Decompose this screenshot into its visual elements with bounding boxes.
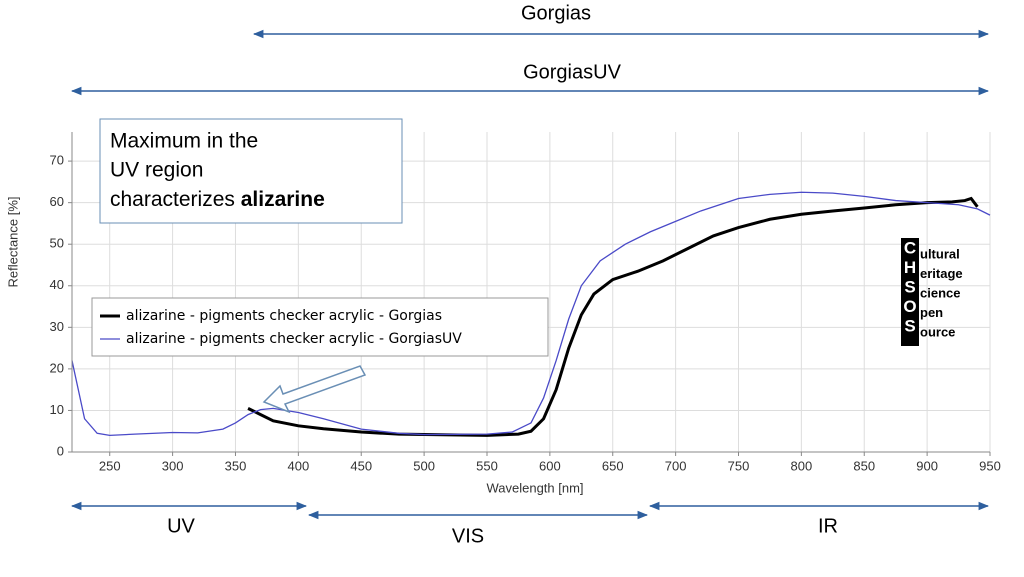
range-label: GorgiasUV — [523, 61, 621, 83]
callout-emphasis: alizarine — [241, 188, 325, 211]
y-axis-label: Reflectance [%] — [5, 196, 20, 287]
logo-word: ultural — [920, 246, 960, 261]
logo-letter: O — [903, 297, 916, 316]
x-tick-label: 800 — [791, 458, 813, 473]
x-tick-label: 250 — [99, 458, 121, 473]
range-label: IR — [818, 515, 838, 537]
x-tick-label: 400 — [288, 458, 310, 473]
x-tick-label: 950 — [979, 458, 1001, 473]
x-tick-label: 550 — [476, 458, 498, 473]
callout-arrow — [262, 365, 367, 414]
callout-text: UV region — [110, 159, 203, 182]
data-line — [247, 196, 979, 437]
logo-word: cience — [920, 285, 960, 300]
y-tick-label: 10 — [50, 402, 64, 417]
logo-letter: S — [904, 277, 915, 296]
logo-letter: H — [904, 258, 916, 277]
range-label: Gorgias — [521, 2, 591, 24]
x-tick-label: 350 — [225, 458, 247, 473]
logo-word: ource — [920, 324, 955, 339]
y-tick-label: 40 — [50, 277, 64, 292]
logo-word: eritage — [920, 266, 963, 281]
x-tick-label: 750 — [728, 458, 750, 473]
x-tick-label: 650 — [602, 458, 624, 473]
callout-text: characterizes alizarine — [110, 188, 325, 211]
range-label: UV — [167, 515, 195, 537]
x-tick-label: 300 — [162, 458, 184, 473]
callout-text: characterizes — [110, 188, 241, 211]
x-axis-label: Wavelength [nm] — [486, 480, 583, 495]
x-tick-label: 450 — [350, 458, 372, 473]
logo-word: pen — [920, 305, 943, 320]
legend — [91, 297, 549, 357]
x-tick-label: 900 — [916, 458, 938, 473]
x-tick-label: 700 — [665, 458, 687, 473]
x-tick-label: 850 — [853, 458, 875, 473]
y-tick-label: 70 — [50, 153, 64, 168]
x-tick-label: 500 — [413, 458, 435, 473]
y-tick-label: 60 — [50, 194, 64, 209]
logo-bar — [901, 238, 919, 346]
x-tick-label: 600 — [539, 458, 561, 473]
callout-box — [99, 118, 403, 224]
logo-letter: C — [904, 238, 916, 257]
y-tick-label: 20 — [50, 360, 64, 375]
legend-label: alizarine - pigments checker acrylic - G… — [126, 308, 442, 324]
logo-letter: S — [904, 316, 915, 335]
legend-label: alizarine - pigments checker acrylic - G… — [126, 331, 462, 347]
range-label: VIS — [452, 525, 484, 547]
y-tick-label: 30 — [50, 319, 64, 334]
y-tick-label: 50 — [50, 236, 64, 251]
data-line — [71, 191, 991, 437]
y-tick-label: 0 — [57, 443, 64, 458]
callout-text: Maximum in the — [110, 130, 258, 153]
